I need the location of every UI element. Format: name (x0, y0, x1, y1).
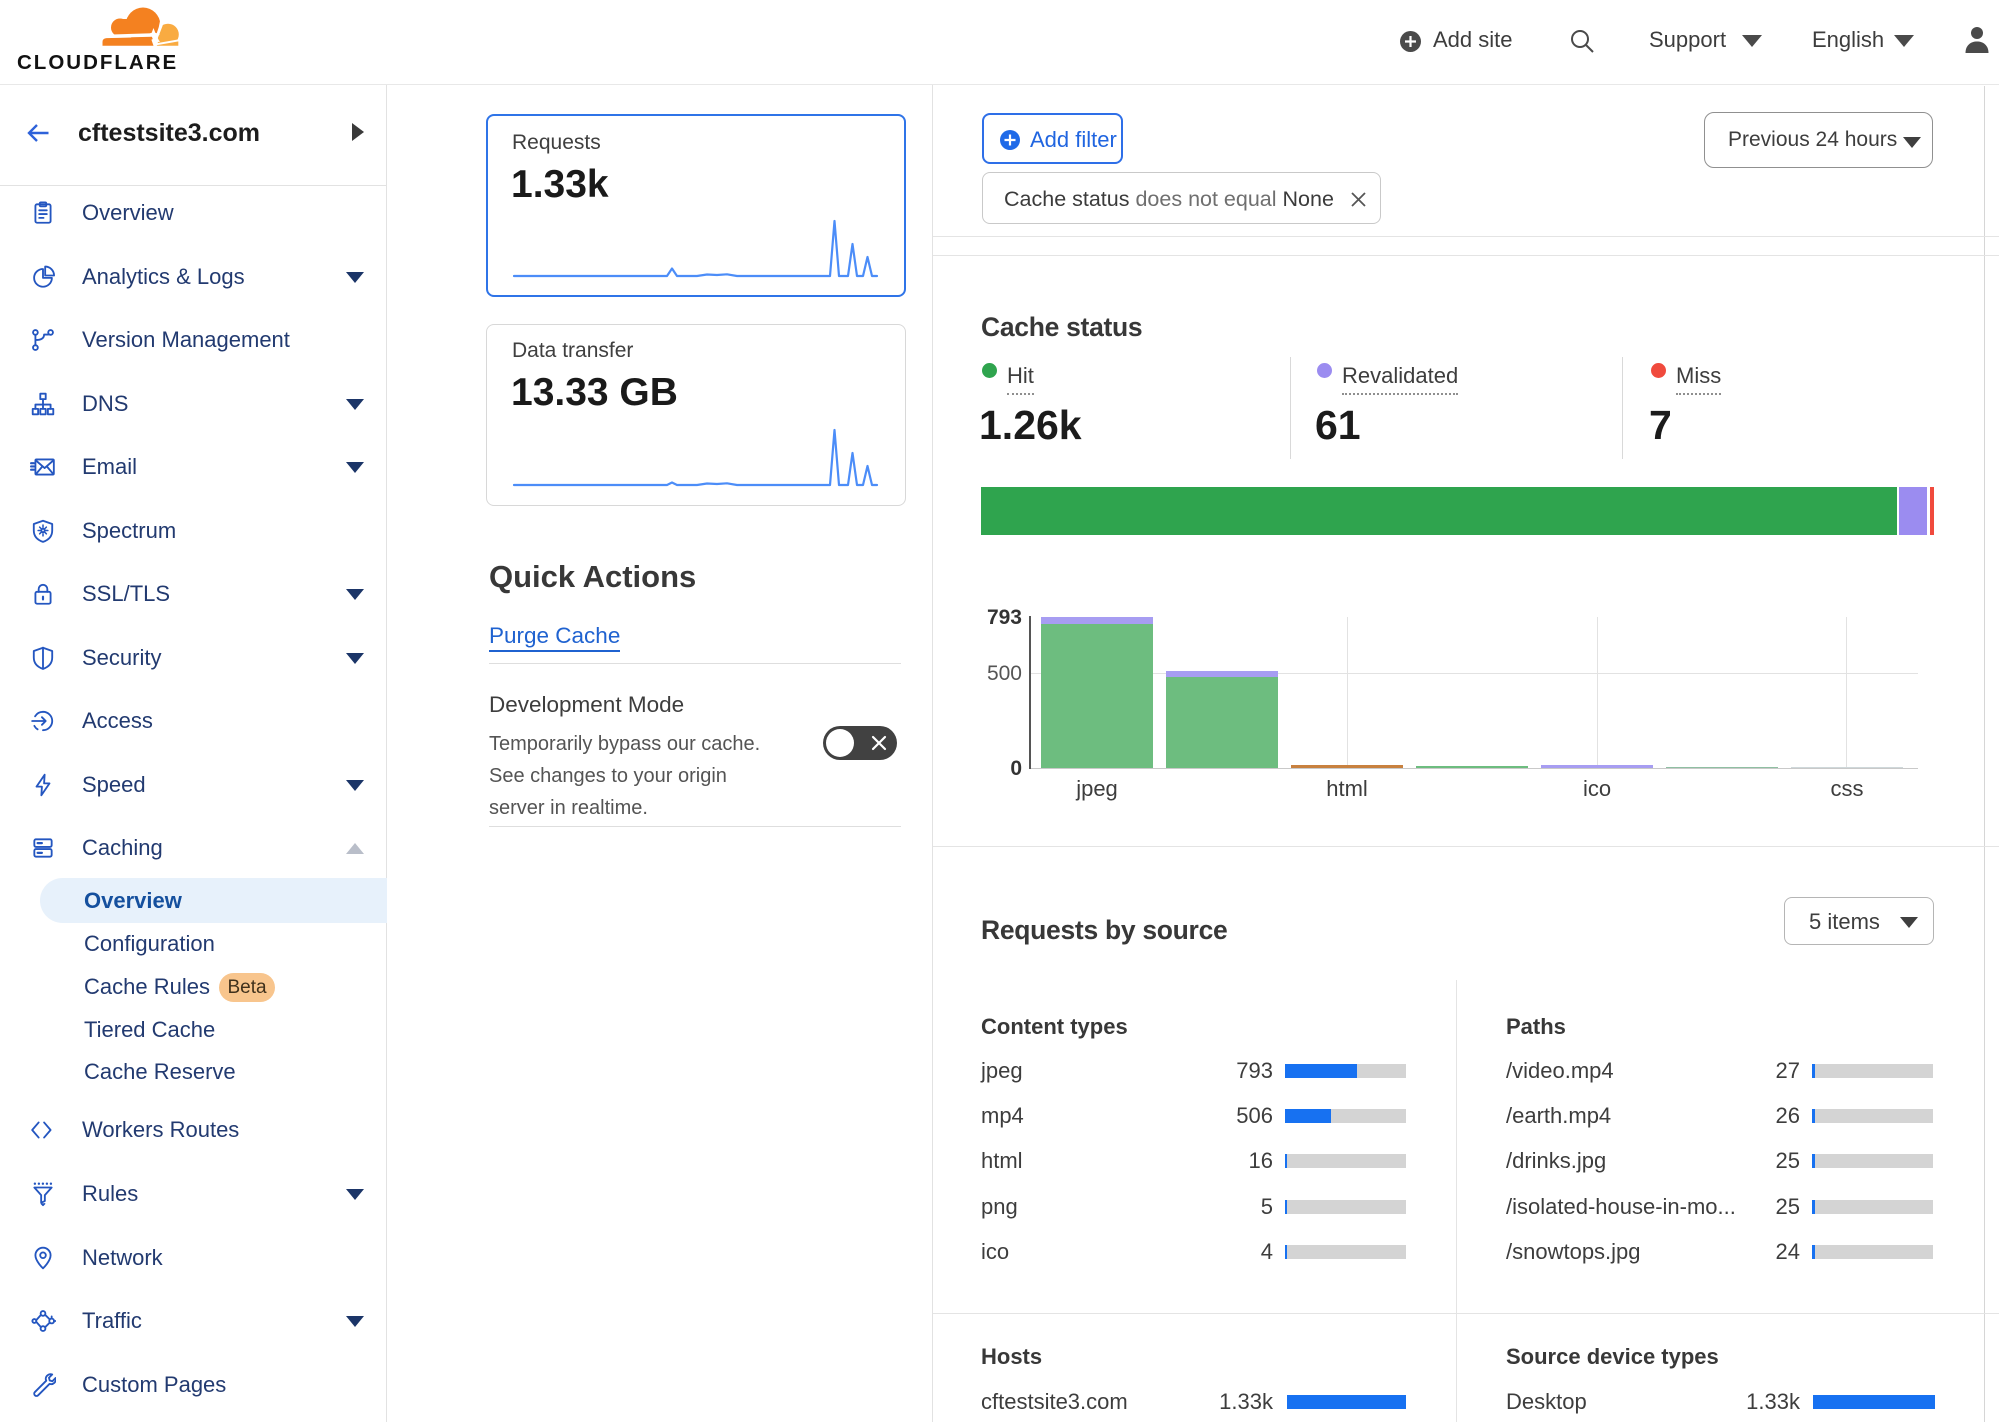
svg-text:CLOUDFLARE: CLOUDFLARE (17, 51, 178, 74)
